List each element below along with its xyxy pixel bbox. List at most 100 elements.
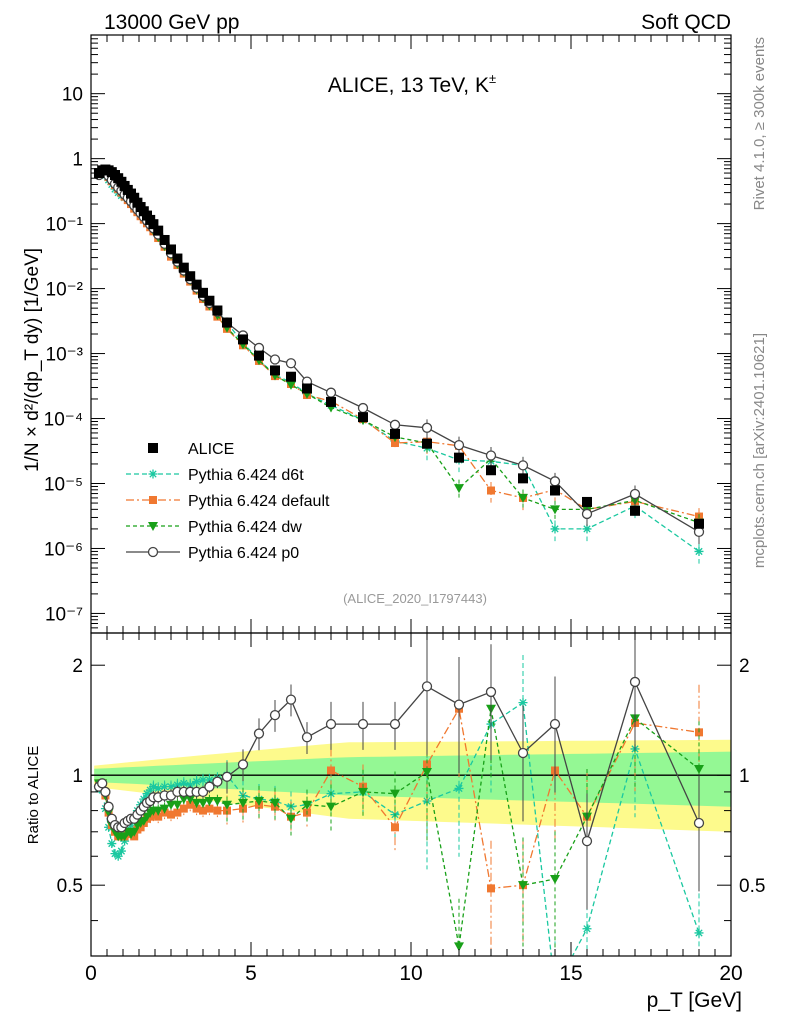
data-point (551, 984, 560, 993)
data-point (237, 759, 249, 770)
series-line (98, 170, 700, 518)
y-tick-label: 10⁻³ (46, 345, 84, 366)
data-point (185, 795, 196, 805)
uncertainty-band-inner (94, 751, 731, 807)
x-tick-label: 5 (245, 962, 257, 985)
data-point (517, 747, 529, 759)
main-x-ticks (90, 35, 732, 633)
data-point (582, 524, 592, 534)
data-point (179, 804, 188, 813)
data-point (487, 884, 495, 893)
data-point (454, 942, 464, 952)
data-point (518, 881, 528, 891)
data-point (694, 518, 704, 529)
data-point (358, 412, 368, 423)
data-point (153, 225, 164, 236)
ratio-y-tick-label: 1 (72, 766, 83, 787)
data-point (326, 396, 336, 407)
legend-item: Pythia 6.424 p0 (126, 545, 299, 562)
data-point (391, 439, 399, 448)
data-point (581, 835, 593, 847)
data-point (204, 781, 215, 792)
data-point (178, 795, 189, 805)
legend-label: Pythia 6.424 dw (188, 519, 302, 536)
y-tick-label: 10⁻⁷ (45, 604, 83, 625)
ratio-series-layer (91, 634, 731, 993)
data-point (253, 728, 265, 739)
data-point (129, 827, 140, 837)
legend-marker (147, 546, 159, 558)
data-point (238, 334, 248, 345)
data-point (142, 789, 152, 799)
data-point (286, 814, 296, 824)
data-point (485, 450, 497, 461)
data-point (198, 798, 208, 808)
main-y-axis-label: 1/N × d²/(dp_T dy) [1/GeV] (22, 248, 43, 472)
legend-marker (148, 469, 158, 479)
legend-marker (149, 496, 157, 504)
data-point (107, 839, 117, 849)
legend-label: Pythia 6.424 d6t (188, 467, 304, 484)
rivet-version-label: Rivet 4.1.0, ≥ 300k events (751, 37, 768, 210)
data-point (178, 262, 189, 273)
data-point (191, 798, 202, 808)
data-point (390, 428, 400, 439)
data-point (154, 812, 163, 821)
analysis-watermark: (ALICE_2020_I1797443) (343, 591, 487, 606)
ratio-pythia-6-424-p0 (93, 634, 705, 910)
data-point (192, 804, 201, 813)
data-point (113, 851, 123, 861)
data-point (285, 358, 297, 369)
data-point (159, 804, 170, 814)
data-point (185, 780, 195, 790)
ratio-plot: 0.5 0.51 12 20 5 10 15 20 (57, 632, 765, 993)
data-point (221, 771, 233, 782)
main-plot: ALICE, 13 TeV, K± 10⁻⁷10⁻⁶10⁻⁵10⁻⁴10⁻³10… (44, 34, 732, 634)
legend-label: Pythia 6.424 p0 (188, 545, 299, 562)
data-point (487, 486, 495, 495)
data-point (453, 699, 465, 710)
data-point (126, 820, 136, 830)
data-point (694, 546, 704, 556)
header-right: Soft QCD (641, 11, 731, 34)
data-point (239, 804, 247, 813)
data-point (486, 465, 496, 476)
data-point (270, 365, 280, 376)
source-label: mcplots.cern.ch [arXiv:2401.10621] (751, 333, 768, 568)
data-point (694, 928, 704, 938)
data-point (222, 800, 232, 810)
series-alice (94, 164, 704, 529)
data-point (517, 460, 529, 471)
data-point (222, 317, 232, 328)
data-point (198, 287, 208, 298)
data-point (454, 484, 464, 494)
data-point (198, 775, 208, 785)
data-point (629, 488, 641, 500)
data-point (204, 796, 215, 806)
series-pythia-6-424-dw (94, 167, 704, 535)
y-tick-label: 10⁻² (46, 280, 84, 301)
data-point (212, 776, 223, 787)
data-point (693, 817, 705, 829)
data-point (630, 505, 640, 516)
data-point (254, 350, 264, 361)
data-point (423, 760, 431, 769)
x-tick-label: 20 (719, 962, 742, 985)
data-point (629, 676, 641, 688)
legend-item: Pythia 6.424 d6t (126, 467, 304, 484)
data-point (212, 796, 223, 806)
data-point (186, 800, 195, 809)
x-tick-label: 15 (559, 962, 582, 985)
legend-marker (148, 443, 158, 453)
data-point (301, 732, 313, 743)
legend-marker (148, 522, 158, 531)
data-point (285, 694, 297, 705)
data-point (238, 798, 248, 808)
legend-item: Pythia 6.424 default (126, 493, 330, 510)
data-point (286, 371, 296, 382)
data-point (302, 800, 312, 810)
data-point (269, 709, 281, 721)
data-point (582, 924, 592, 934)
data-point (172, 253, 183, 264)
series-pythia-6-424-p0 (93, 166, 705, 545)
